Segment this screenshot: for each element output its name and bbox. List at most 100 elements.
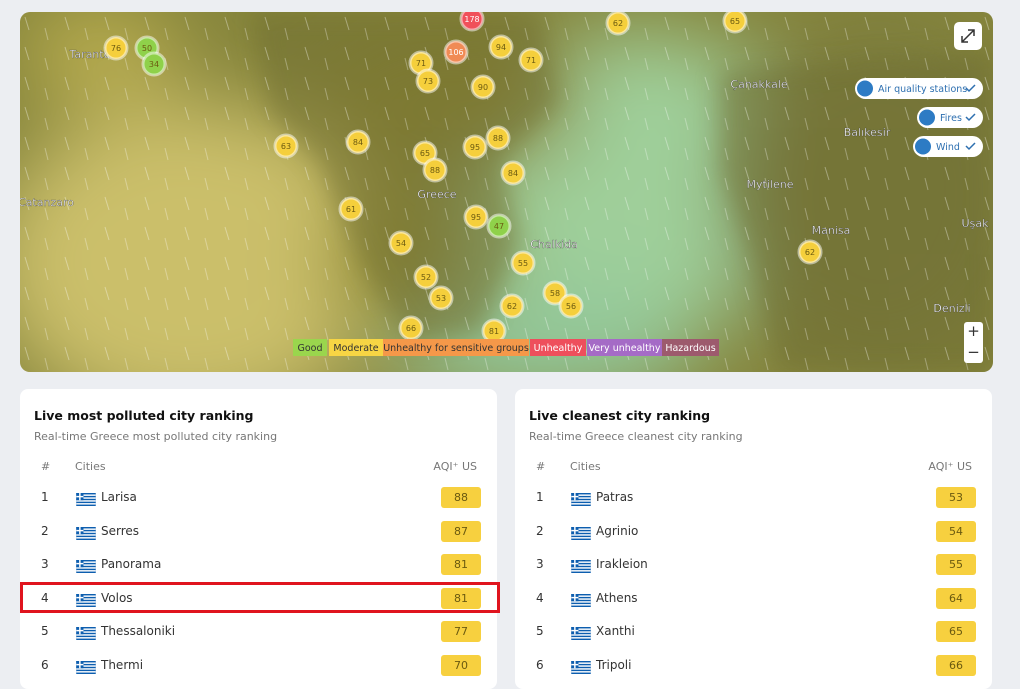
flag-icon <box>76 659 96 674</box>
flag-icon <box>76 558 96 574</box>
aqi-marker[interactable] <box>518 47 544 73</box>
place-label: Manisa <box>812 224 851 237</box>
aqi-marker-value: 58 <box>550 289 560 298</box>
zoom-in[interactable]: + <box>967 322 980 340</box>
aqi-marker[interactable] <box>558 293 584 319</box>
aqi-marker[interactable] <box>338 196 364 222</box>
aqi-marker-value: 47 <box>494 222 504 231</box>
column-header: Cities <box>570 460 601 473</box>
layer-toggle[interactable] <box>913 136 983 157</box>
aqi-marker-value: 88 <box>430 166 440 175</box>
city-name[interactable]: Larisa <box>101 490 137 504</box>
aqi-marker-value: 65 <box>730 17 740 26</box>
aqi-badge: 70 <box>441 655 481 676</box>
aqi-marker[interactable] <box>422 157 448 183</box>
aqi-marker[interactable] <box>273 133 299 159</box>
city-name[interactable]: Patras <box>596 490 634 504</box>
flag-icon <box>76 625 96 641</box>
city-name[interactable]: Tripoli <box>596 658 632 672</box>
page: + − Taranto Catanzaro Greece Chalkida Çanakk… <box>20 12 993 689</box>
column-header: AQI⁺ US <box>433 460 477 473</box>
aqi-marker[interactable] <box>428 285 454 311</box>
aqi-marker[interactable] <box>722 12 748 34</box>
aqi-marker[interactable] <box>470 74 496 100</box>
aqi-badge: 64 <box>936 587 976 609</box>
zoom-out[interactable]: − <box>967 343 980 361</box>
rank: 4 <box>536 590 544 605</box>
legend-swatch <box>293 339 327 356</box>
map[interactable]: + − Taranto Catanzaro Greece Chalkida Çanakk… <box>20 12 993 372</box>
city-name[interactable]: Serres <box>101 523 140 538</box>
flag-icon <box>571 592 591 607</box>
column-header: # <box>41 460 51 473</box>
aqi-marker[interactable] <box>500 160 526 186</box>
legend-label: Unhealthy <box>534 343 583 354</box>
aqi-marker[interactable] <box>413 264 439 290</box>
aqi-marker-value: 178 <box>464 15 479 24</box>
aqi-marker[interactable] <box>510 250 536 276</box>
aqi-marker[interactable] <box>485 125 511 151</box>
map-background <box>20 12 993 372</box>
aqi-marker[interactable] <box>459 12 485 32</box>
place-label: Taranto <box>69 48 111 61</box>
zoom-control <box>964 322 983 363</box>
city-name[interactable]: Athens <box>596 590 638 605</box>
city-name[interactable]: Xanthi <box>596 624 635 639</box>
city-name[interactable]: Irakleion <box>596 557 648 572</box>
place-label: Catanzaro <box>20 196 74 209</box>
aqi-badge: 65 <box>936 621 976 643</box>
aqi-marker[interactable] <box>388 230 414 256</box>
aqi-marker[interactable] <box>415 68 441 94</box>
aqi-marker-value: 56 <box>566 302 576 311</box>
layer-icon <box>857 80 873 97</box>
aqi-marker[interactable] <box>488 34 514 60</box>
place-label: Balıkesir <box>844 126 891 139</box>
rank: 6 <box>536 658 544 672</box>
place-label: Greece <box>417 188 456 201</box>
aqi-marker-value: 62 <box>507 302 517 311</box>
aqi-marker-value: 65 <box>420 149 430 158</box>
aqi-marker[interactable] <box>542 280 568 306</box>
layer-label: Air quality stations <box>878 84 967 95</box>
cleanest-panel: Live cleanest city ranking Real-time Gre… <box>515 389 992 689</box>
aqi-marker[interactable] <box>605 12 631 36</box>
aqi-marker[interactable] <box>462 134 488 160</box>
aqi-marker[interactable] <box>141 51 167 77</box>
aqi-marker[interactable] <box>443 39 469 65</box>
rank: 2 <box>41 523 49 538</box>
layer-toggle[interactable] <box>917 107 983 128</box>
place-label: Çanakkale <box>730 78 787 91</box>
city-name[interactable]: Thermi <box>101 658 144 672</box>
aqi-marker[interactable] <box>486 213 512 239</box>
aqi-marker-value: 66 <box>406 324 416 333</box>
rank: 5 <box>41 624 49 639</box>
city-name[interactable]: Thessaloniki <box>101 624 176 639</box>
aqi-badge: 81 <box>441 587 481 609</box>
check-icon <box>965 84 976 93</box>
aqi-badge: 53 <box>936 487 976 508</box>
aqi-marker-value: 84 <box>508 169 518 178</box>
aqi-badge: 54 <box>936 520 976 542</box>
rank: 3 <box>41 557 49 572</box>
aqi-marker[interactable] <box>103 35 129 61</box>
legend-label: Moderate <box>333 343 378 354</box>
layer-label: Fires <box>940 113 962 124</box>
panel-title: Live cleanest city ranking <box>529 408 711 423</box>
legend-swatch <box>587 339 662 356</box>
rank: 4 <box>41 590 49 605</box>
aqi-marker[interactable] <box>345 129 371 155</box>
place-label: Chalkida <box>530 238 578 251</box>
aqi-marker[interactable] <box>463 204 489 230</box>
aqi-marker-value: 34 <box>149 60 159 69</box>
aqi-marker[interactable] <box>499 293 525 319</box>
aqi-marker-value: 55 <box>518 259 528 268</box>
aqi-marker-value: 76 <box>111 44 121 53</box>
aqi-marker[interactable] <box>797 239 823 265</box>
aqi-badge: 87 <box>441 520 481 542</box>
layer-toggle[interactable] <box>855 78 983 99</box>
city-name[interactable]: Volos <box>101 590 133 605</box>
legend-swatch <box>530 339 586 356</box>
aqi-marker-value: 71 <box>526 56 536 65</box>
city-name[interactable]: Panorama <box>101 557 162 572</box>
city-name[interactable]: Agrinio <box>596 523 639 538</box>
